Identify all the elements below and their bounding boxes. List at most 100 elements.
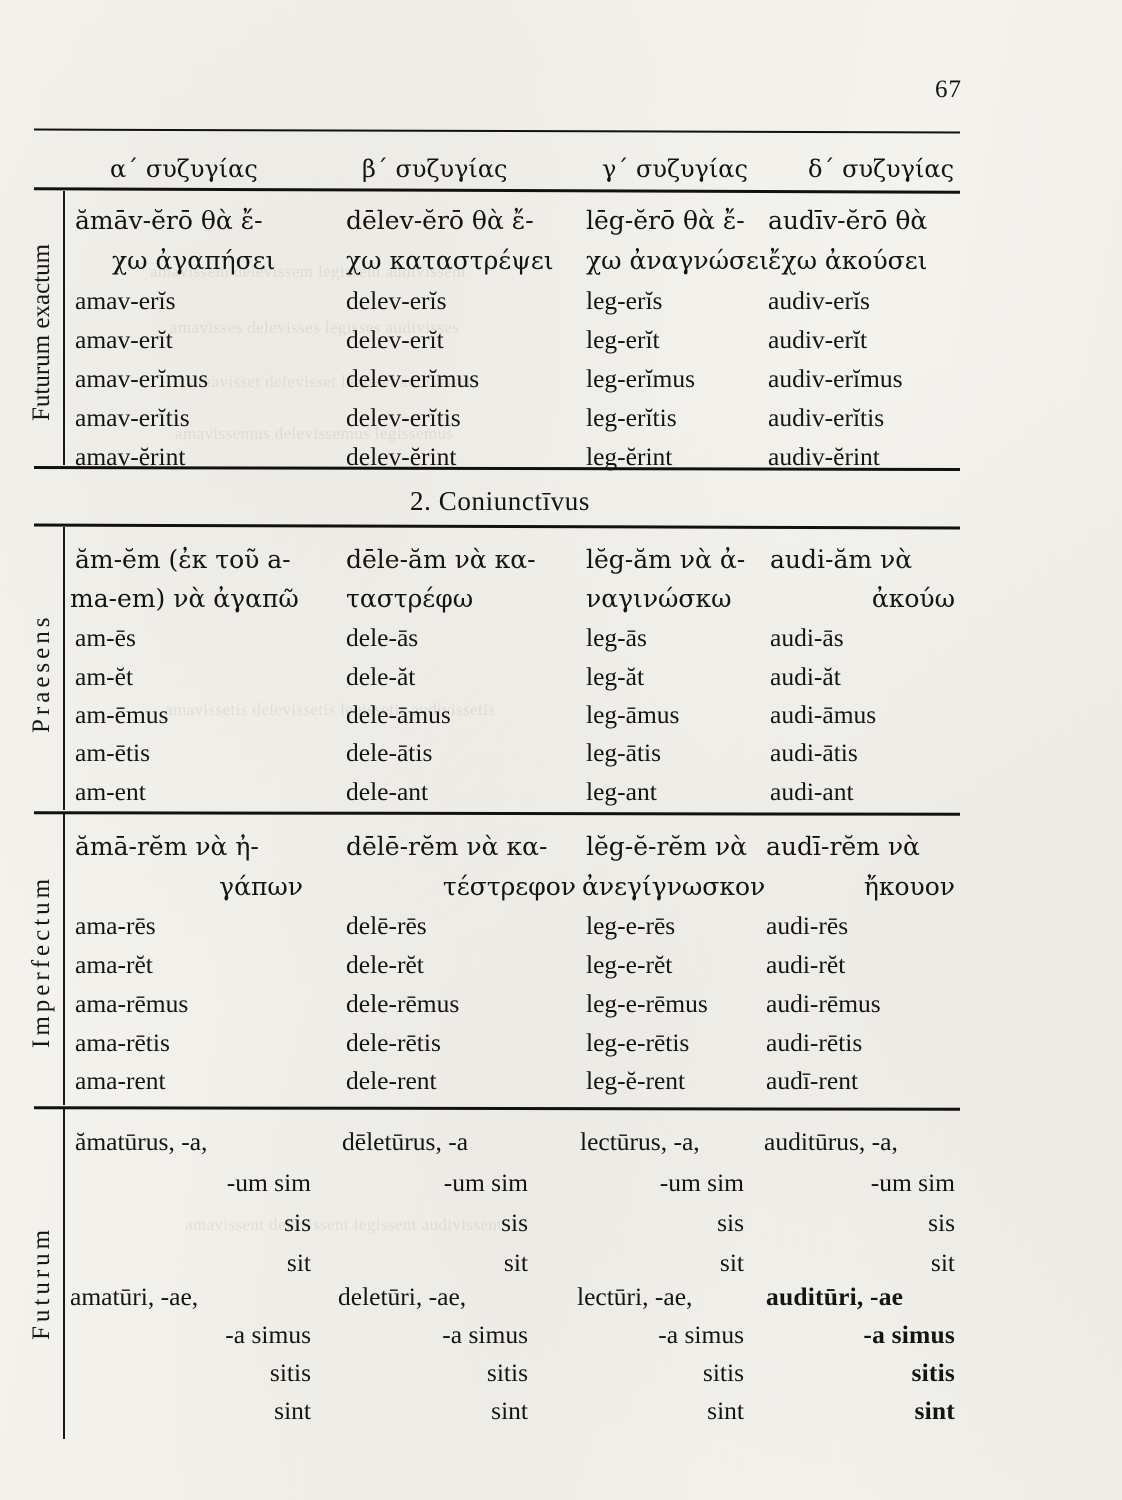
cell-text: ama-rĕt bbox=[75, 950, 153, 979]
cell-text: audiv-erĭmus bbox=[768, 364, 903, 393]
cell-text: dele-ātis bbox=[346, 738, 433, 767]
cell-text: dele-āmus bbox=[346, 700, 451, 729]
cell-text: leg-e-rētis bbox=[586, 1028, 690, 1057]
section-heading-coniunctivus: 2. Coniunctīvus bbox=[409, 486, 590, 516]
cell-text: sint bbox=[914, 1396, 955, 1425]
cell-text: auditūrus, -a, bbox=[764, 1127, 898, 1156]
cell-text: leg-ātis bbox=[586, 738, 662, 767]
cell-text: lectūri, -ae, bbox=[577, 1282, 693, 1311]
cell-text: leg-erĭtis bbox=[586, 403, 677, 432]
cell-text: -um sim bbox=[443, 1168, 528, 1197]
cell-text: χω καταστρέψει bbox=[346, 246, 554, 275]
vertical-rule-futurum bbox=[63, 1109, 65, 1439]
cell-text: delev-erĭt bbox=[346, 325, 444, 354]
cell-text: audi-āmus bbox=[770, 700, 877, 729]
cell-text: -a simus bbox=[863, 1320, 955, 1349]
cell-text: audi-rĕt bbox=[766, 950, 846, 979]
cell-text: amav-erĭt bbox=[75, 325, 173, 354]
cell-text: audiv-erĭtis bbox=[768, 403, 885, 432]
rule-below-section-heading bbox=[33, 523, 961, 529]
cell-text: sis bbox=[717, 1208, 744, 1237]
column-header-2: β΄ συζυγίας bbox=[362, 155, 508, 183]
cell-text: leg-erĭt bbox=[586, 325, 660, 354]
column-header-4: δ΄ συζυγίας bbox=[808, 155, 955, 183]
cell-text: ama-rent bbox=[75, 1066, 166, 1095]
cell-text: lĕg-ăm νὰ ἀ- bbox=[586, 545, 746, 574]
cell-text: sit bbox=[503, 1248, 528, 1277]
cell-text: sit bbox=[719, 1248, 744, 1277]
tense-label-futurum: Futurum bbox=[28, 1225, 55, 1340]
cell-text: dēletūrus, -a bbox=[342, 1127, 469, 1156]
cell-text: leg-e-rēmus bbox=[586, 989, 708, 1018]
cell-text: am-ēmus bbox=[75, 700, 169, 729]
vertical-rule-praesens bbox=[63, 527, 65, 810]
cell-text: audi-ant bbox=[770, 777, 854, 806]
cell-text: ἀνεγίγνωσκον bbox=[582, 872, 766, 901]
cell-text: audi-ăt bbox=[770, 662, 841, 691]
cell-text: audiv-erĭt bbox=[768, 325, 868, 354]
cell-text: audī-rent bbox=[766, 1066, 859, 1095]
cell-text: leg-ăt bbox=[586, 662, 645, 691]
cell-text: amatūri, -ae, bbox=[70, 1282, 199, 1311]
cell-text: am-ent bbox=[75, 777, 146, 806]
cell-text: dele-rētis bbox=[346, 1028, 441, 1057]
cell-text: sis bbox=[284, 1208, 311, 1237]
cell-text: ămatūrus, -a, bbox=[75, 1127, 208, 1156]
cell-text: lēg-ĕrō θὰ ἔ- bbox=[586, 206, 745, 235]
cell-text: sit bbox=[930, 1248, 955, 1277]
cell-text: leg-e-rĕt bbox=[586, 950, 673, 979]
cell-text: leg-erĭmus bbox=[586, 364, 696, 393]
cell-text: sit bbox=[286, 1248, 311, 1277]
cell-text: ἀκούω bbox=[871, 584, 955, 613]
cell-text: audi-rēmus bbox=[766, 989, 881, 1018]
cell-text: ămā-rĕm νὰ ἠ- bbox=[75, 832, 259, 861]
cell-text: audīv-ĕrō θὰ bbox=[768, 206, 928, 235]
cell-text: leg-erĭs bbox=[586, 286, 663, 315]
cell-text: χω ἀναγνώσει bbox=[586, 246, 769, 275]
cell-text: auditūri, -ae bbox=[766, 1282, 904, 1311]
cell-text: delev-erĭmus bbox=[346, 364, 480, 393]
cell-text: am-ĕt bbox=[75, 662, 134, 691]
tense-label-praesens: Praesens bbox=[28, 613, 55, 734]
cell-text: amav-ĕrint bbox=[75, 442, 186, 471]
cell-text: -a simus bbox=[442, 1320, 528, 1349]
cell-text: audi-ātis bbox=[770, 738, 858, 767]
page-number: 67 bbox=[935, 76, 962, 103]
cell-text: sitis bbox=[702, 1358, 744, 1387]
cell-text: sint bbox=[707, 1396, 744, 1425]
cell-text: lectūrus, -a, bbox=[580, 1127, 700, 1156]
cell-text: ăm-ĕm (ἐκ τοῦ a- bbox=[75, 545, 291, 574]
cell-text: delev-erĭtis bbox=[346, 403, 461, 432]
vertical-rule-futurum-exactum bbox=[63, 191, 65, 465]
cell-text: leg-ĕrint bbox=[586, 442, 673, 471]
cell-text: dele-rĕt bbox=[346, 950, 424, 979]
cell-text: sitis bbox=[911, 1358, 955, 1387]
cell-text: -um sim bbox=[226, 1168, 311, 1197]
cell-text: amav-erĭmus bbox=[75, 364, 209, 393]
cell-text: ama-rēs bbox=[75, 911, 156, 940]
cell-text: lĕg-ĕ-rĕm νὰ bbox=[586, 832, 747, 861]
cell-text: -um sim bbox=[659, 1168, 744, 1197]
cell-text: audi-ăm νὰ bbox=[770, 545, 913, 574]
cell-text: sitis bbox=[486, 1358, 528, 1387]
rule-imperfectum-futurum bbox=[33, 1106, 961, 1111]
cell-text: -um sim bbox=[870, 1168, 955, 1197]
cell-text: dēlev-ĕrō θὰ ἔ- bbox=[346, 206, 534, 235]
cell-text: ἤκουον bbox=[863, 872, 955, 901]
cell-text: delev-erĭs bbox=[346, 286, 447, 315]
cell-text: sis bbox=[501, 1208, 528, 1237]
cell-text: ama-rētis bbox=[75, 1028, 170, 1057]
cell-text: χω ἀγαπήσει bbox=[112, 246, 276, 275]
cell-text: dele-rēmus bbox=[346, 989, 460, 1018]
cell-text: audi-rētis bbox=[766, 1028, 863, 1057]
column-header-3: γ΄ συζυγίας bbox=[602, 155, 748, 183]
cell-text: sitis bbox=[269, 1358, 311, 1387]
rule-top bbox=[33, 128, 961, 134]
cell-text: am-ēs bbox=[75, 623, 136, 652]
tense-label-futurum-exactum: Futurum exactum bbox=[28, 243, 55, 421]
cell-text: audi-ās bbox=[770, 623, 844, 652]
cell-text: leg-ās bbox=[586, 623, 647, 652]
cell-text: amav-erĭtis bbox=[75, 403, 190, 432]
cell-text: dele-rent bbox=[346, 1066, 437, 1095]
